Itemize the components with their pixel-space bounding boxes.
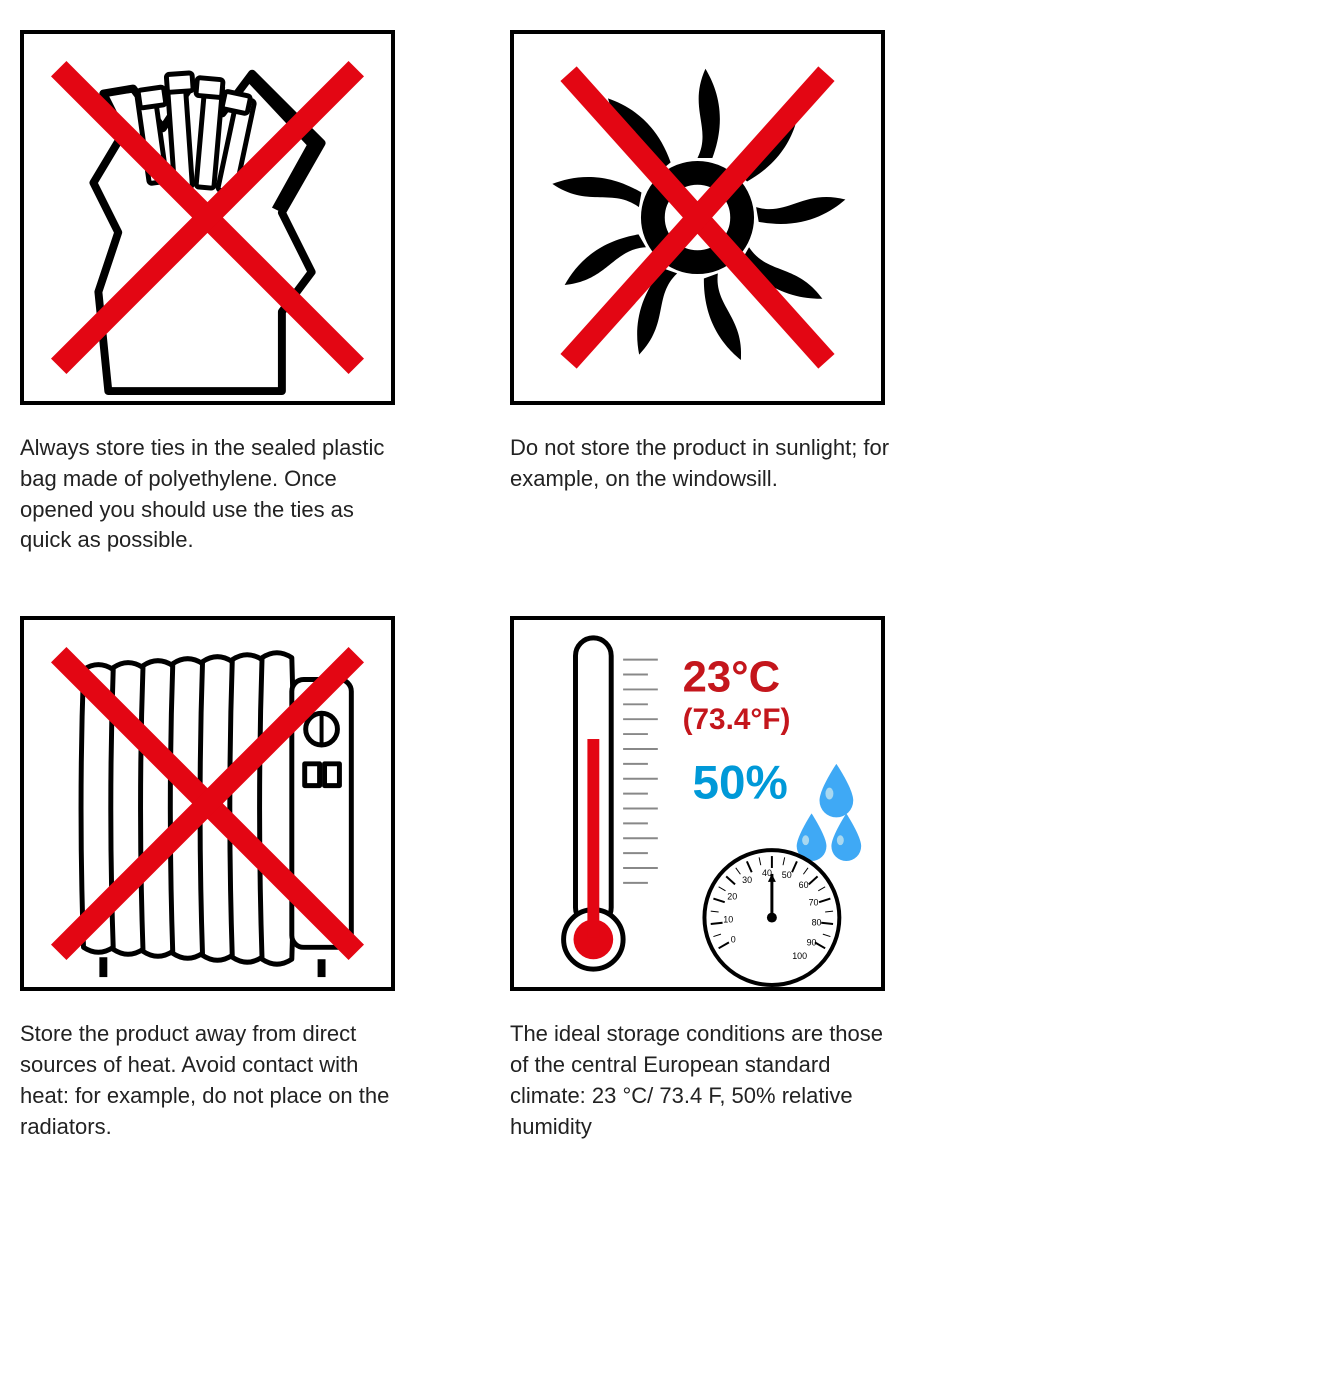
panel-climate: 23°C (73.4°F) 50%: [510, 616, 920, 1142]
svg-text:60: 60: [799, 880, 809, 890]
radiator-icon: [24, 620, 391, 987]
panel-bag: Always store ties in the sealed plastic …: [20, 30, 430, 556]
svg-text:90: 90: [807, 938, 817, 948]
svg-text:10: 10: [723, 915, 733, 925]
illustration-radiator: [20, 616, 395, 991]
svg-text:20: 20: [727, 892, 737, 902]
svg-text:80: 80: [812, 918, 822, 928]
illustration-climate: 23°C (73.4°F) 50%: [510, 616, 885, 991]
caption-climate: The ideal storage conditions are those o…: [510, 1019, 890, 1142]
illustration-bag: [20, 30, 395, 405]
hygrometer-gauge-icon: 0 10 20 30 40 50 60 70 80 90 100: [704, 850, 839, 985]
sun-icon: [514, 34, 881, 401]
caption-bag: Always store ties in the sealed plastic …: [20, 433, 400, 556]
caption-sun: Do not store the product in sunlight; fo…: [510, 433, 890, 495]
caption-radiator: Store the product away from direct sourc…: [20, 1019, 400, 1142]
panel-radiator: Store the product away from direct sourc…: [20, 616, 430, 1142]
water-drops-icon: [797, 764, 861, 861]
temp-c-label: 23°C: [683, 653, 780, 702]
svg-text:50: 50: [782, 870, 792, 880]
svg-text:0: 0: [731, 935, 736, 945]
instruction-grid: Always store ties in the sealed plastic …: [20, 30, 920, 1142]
climate-icon: 23°C (73.4°F) 50%: [514, 620, 881, 987]
open-bag-icon: [24, 34, 391, 401]
svg-text:30: 30: [742, 875, 752, 885]
svg-text:100: 100: [792, 951, 807, 961]
svg-text:70: 70: [809, 898, 819, 908]
humidity-label: 50%: [693, 757, 788, 810]
temp-f-label: (73.4°F): [683, 703, 791, 736]
panel-sun: Do not store the product in sunlight; fo…: [510, 30, 920, 556]
illustration-sun: [510, 30, 885, 405]
